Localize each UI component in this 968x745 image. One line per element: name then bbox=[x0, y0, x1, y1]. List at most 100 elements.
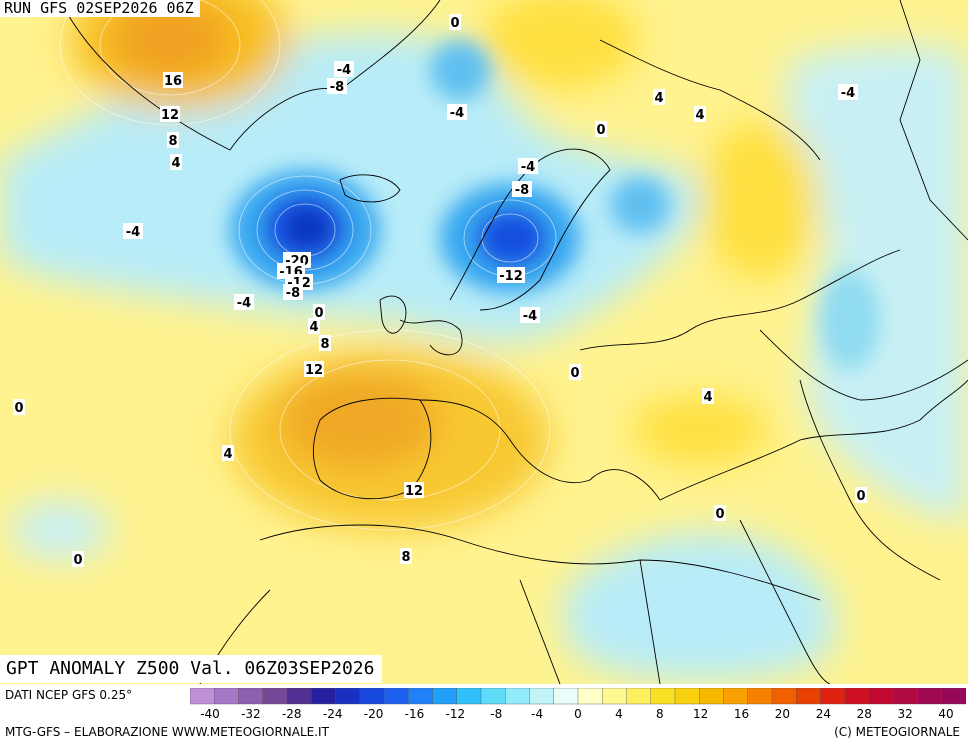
color-scale-swatch bbox=[480, 688, 506, 705]
contour-label-bg bbox=[512, 181, 532, 197]
contour-label-bg bbox=[518, 158, 538, 174]
color-scale-swatch bbox=[311, 688, 337, 705]
contour-label-bg bbox=[838, 84, 858, 100]
color-scale-tick: 16 bbox=[734, 707, 749, 720]
contour-label: 0 bbox=[450, 16, 459, 31]
contour-label-bg bbox=[714, 505, 726, 521]
contour-label: 0 bbox=[314, 306, 323, 321]
contour-label-bg bbox=[595, 121, 607, 137]
contour-label-bg bbox=[569, 364, 581, 380]
contour-label-bg bbox=[72, 551, 84, 567]
contour-label-bg bbox=[334, 61, 354, 77]
contour-label-bg bbox=[855, 487, 867, 503]
map-title: GPT ANOMALY Z500 Val. 06Z03SEP2026 bbox=[0, 655, 383, 683]
contour-label-bg bbox=[447, 104, 467, 120]
contour-label: 16 bbox=[164, 74, 182, 89]
color-scale-swatch bbox=[650, 688, 676, 705]
color-scale-swatch bbox=[699, 688, 725, 705]
contour-label-bg bbox=[163, 72, 183, 88]
color-scale-tick: 28 bbox=[857, 707, 872, 720]
color-scale-tick: 32 bbox=[897, 707, 912, 720]
color-scale-swatch bbox=[383, 688, 409, 705]
anomaly-map: 161284-4-8-40044-4-4-8-4-20-16-12-8-12-4… bbox=[0, 0, 968, 684]
contour-label: 0 bbox=[856, 489, 865, 504]
color-scale-swatch bbox=[844, 688, 870, 705]
contour-label: -4 bbox=[126, 225, 140, 240]
contour-label: -4 bbox=[523, 309, 537, 324]
contour-label-bg bbox=[404, 482, 424, 498]
contour-label: -8 bbox=[330, 80, 344, 95]
contour-label: 12 bbox=[161, 108, 179, 123]
contour-label-bg bbox=[400, 548, 412, 564]
color-scale-tick: 4 bbox=[615, 707, 623, 720]
color-scale-swatch bbox=[553, 688, 579, 705]
color-scale-swatch bbox=[917, 688, 943, 705]
negative-anomaly-southeast bbox=[560, 532, 837, 682]
contour-label-bg bbox=[520, 307, 540, 323]
color-scale-swatch bbox=[868, 688, 894, 705]
color-scale-tick: 40 bbox=[938, 707, 953, 720]
contour-label-bg bbox=[694, 106, 706, 122]
contour-label-bg bbox=[123, 223, 143, 239]
color-scale-swatch bbox=[747, 688, 773, 705]
color-scale-swatch bbox=[893, 688, 919, 705]
color-scale-tick: -20 bbox=[364, 707, 384, 720]
contour-label: 0 bbox=[73, 553, 82, 568]
contour-label: -8 bbox=[286, 286, 300, 301]
run-label: RUN GFS 02SEP2026 06Z bbox=[0, 0, 200, 17]
color-scale-swatch bbox=[432, 688, 458, 705]
color-scale-swatch bbox=[359, 688, 385, 705]
color-scale-tick: 24 bbox=[816, 707, 831, 720]
color-scale-swatch bbox=[771, 688, 797, 705]
copyright-text: (C) METEOGIORNALE bbox=[834, 725, 960, 739]
contour-label: 4 bbox=[223, 447, 232, 462]
color-scale-tick: -16 bbox=[405, 707, 425, 720]
contour-label-bg bbox=[234, 294, 254, 310]
color-scale-tick: -4 bbox=[531, 707, 543, 720]
contour-label: -4 bbox=[521, 160, 535, 175]
contour-label: 12 bbox=[305, 363, 323, 378]
contour-label-bg bbox=[319, 335, 331, 351]
color-scale-tick: -24 bbox=[323, 707, 343, 720]
color-scale-swatch bbox=[602, 688, 628, 705]
color-scale-swatch bbox=[190, 688, 215, 705]
contour-labels: 161284-4-8-40044-4-4-8-4-20-16-12-8-12-4… bbox=[13, 14, 867, 568]
color-scale-tick: -40 bbox=[200, 707, 220, 720]
contour-label: 8 bbox=[401, 550, 410, 565]
contour-label-bg bbox=[497, 267, 525, 283]
contour-label-bg bbox=[304, 361, 324, 377]
contour-label: 8 bbox=[168, 134, 177, 149]
contour-label: -4 bbox=[450, 106, 464, 121]
contour-label-bg bbox=[313, 304, 325, 320]
contour-label-bg bbox=[308, 318, 320, 334]
color-scale-swatch bbox=[674, 688, 700, 705]
color-scale-tick: 12 bbox=[693, 707, 708, 720]
color-scale-tick: 8 bbox=[656, 707, 664, 720]
contour-label: 0 bbox=[570, 366, 579, 381]
color-scale-swatch bbox=[505, 688, 531, 705]
contour-label: -4 bbox=[337, 63, 351, 78]
color-scale-swatch bbox=[941, 688, 966, 705]
contour-label: 0 bbox=[715, 507, 724, 522]
color-scale-swatch bbox=[408, 688, 434, 705]
contour-label: 0 bbox=[14, 401, 23, 416]
contour-label: 0 bbox=[596, 123, 605, 138]
contour-label-bg bbox=[449, 14, 461, 30]
footer: DATI NCEP GFS 0.25° -40 -32 -28 -24 -20 -16 -1… bbox=[0, 684, 968, 745]
color-scale-tick: -8 bbox=[490, 707, 502, 720]
color-scale-swatch bbox=[820, 688, 846, 705]
contour-label: 8 bbox=[320, 337, 329, 352]
contour-label-bg bbox=[13, 399, 25, 415]
contour-label-bg bbox=[702, 388, 714, 404]
negative-anomaly-east bbox=[787, 45, 968, 520]
contour-label: 4 bbox=[695, 108, 704, 123]
contour-label: -4 bbox=[237, 296, 251, 311]
color-scale-tick: -32 bbox=[241, 707, 261, 720]
color-scale-swatch bbox=[577, 688, 603, 705]
color-scale-swatch bbox=[335, 688, 361, 705]
contour-label-bg bbox=[327, 78, 347, 94]
contour-label-bg bbox=[167, 132, 179, 148]
contour-label: -8 bbox=[515, 183, 529, 198]
contour-label-bg bbox=[653, 89, 665, 105]
contour-label-bg bbox=[160, 106, 180, 122]
